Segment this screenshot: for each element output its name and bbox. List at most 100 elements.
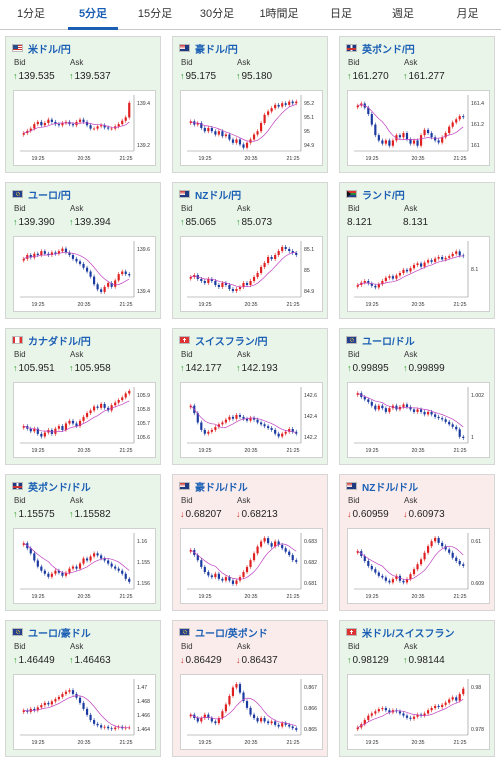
candle-body <box>238 139 242 145</box>
rate-card[interactable]: 豪ドル/ドル Bid Ask ↓0.68207 ↓0.68213 0.683 0.682 0.… <box>172 474 328 611</box>
candlestick-chart[interactable]: 95.2 95.1 95 94.9 19:25 20:35 21:25 <box>180 90 323 166</box>
y-tick-label: 1.47 <box>137 685 147 691</box>
candle-body <box>263 538 266 542</box>
bid-label: Bid <box>14 496 26 505</box>
candle-body <box>235 139 238 143</box>
rate-card[interactable]: ユーロ/英ポンド Bid Ask ↓0.86429 ↓0.86437 0.867 0.866… <box>172 620 328 757</box>
bid-value: 142.177 <box>185 363 222 374</box>
candle-body <box>277 104 280 107</box>
moving-average-line <box>190 252 297 288</box>
candlestick-chart[interactable]: 1.16 1.155 1.156 19:25 20:35 21:25 <box>13 528 156 604</box>
candle-body <box>437 257 440 259</box>
tab-7[interactable]: 週足 <box>392 8 414 20</box>
candle-body <box>430 260 433 262</box>
currency-pair-link[interactable]: ユーロ/円 <box>28 190 71 202</box>
candle-body <box>377 709 380 712</box>
candlestick-chart[interactable]: 85.1 85 84.9 19:25 20:35 21:25 <box>180 236 323 312</box>
rate-card[interactable]: 米ドル/円 Bid Ask ↑139.535 ↑139.537 139.4 139.2 19:… <box>5 36 161 173</box>
currency-pair-link[interactable]: NZドル/ドル <box>362 482 419 494</box>
candle-body <box>36 560 39 567</box>
candle-body <box>430 133 433 138</box>
y-tick-label: 1.16 <box>137 539 147 545</box>
tab-4[interactable]: 30分足 <box>199 8 235 20</box>
currency-pair-link[interactable]: ユーロ/ドル <box>362 336 415 348</box>
candle-body <box>281 544 284 549</box>
arrow-up-icon: ↑ <box>347 71 352 81</box>
candlestick-chart[interactable]: 161.4 161.2 161 19:25 20:35 21:25 <box>347 90 490 166</box>
y-tick-label: 142.2 <box>304 435 317 441</box>
tab-3[interactable]: 15分足 <box>137 8 173 20</box>
candlestick-chart[interactable]: 142.6 142.4 142.2 19:25 20:35 21:25 <box>180 382 323 458</box>
rate-card[interactable]: 米ドル/スイスフラン Bid Ask ↑0.98129 ↑0.98144 0.98 0.97… <box>339 620 495 757</box>
rate-card[interactable]: ユーロ/円 Bid Ask ↑139.390 ↑139.394 139.6 139.4 19:… <box>5 182 161 319</box>
candle-body <box>54 252 57 254</box>
candle-body <box>245 418 249 421</box>
candlestick-chart[interactable]: 8.1 19:25 20:35 21:25 <box>347 236 490 312</box>
currency-pair-link[interactable]: ランド/円 <box>362 190 405 202</box>
rate-card[interactable]: カナダドル/円 Bid Ask ↑105.951 ↑105.958 105.9 105.8 1… <box>5 328 161 465</box>
candle-body <box>228 695 231 705</box>
candle-body <box>68 690 71 692</box>
tab-8[interactable]: 月足 <box>456 8 479 20</box>
arrow-down-icon: ↓ <box>180 509 185 519</box>
y-tick-label: 105.7 <box>137 421 150 427</box>
currency-pair-link[interactable]: 豪ドル/円 <box>195 44 238 56</box>
x-tick-label: 19:25 <box>366 594 379 600</box>
tab-6[interactable]: 日足 <box>330 8 352 20</box>
currency-pair-link[interactable]: カナダドル/円 <box>28 336 91 348</box>
ask-value: 0.86437 <box>241 655 278 666</box>
rate-card[interactable]: 英ポンド/ドル Bid Ask ↑1.15575 ↑1.15582 1.16 1.155 1.… <box>5 474 161 611</box>
currency-pair-link[interactable]: 英ポンド/ドル <box>28 482 91 494</box>
rate-card[interactable]: NZドル/円 Bid Ask ↑85.065 ↑85.073 85.1 85 84.9 19:2… <box>172 182 328 319</box>
currency-pair-link[interactable]: ユーロ/英ポンド <box>195 628 268 640</box>
currency-pair-link[interactable]: 米ドル/円 <box>28 44 71 56</box>
rate-card[interactable]: NZドル/ドル Bid Ask ↓0.60959 ↓0.60973 0.61 0.609 19… <box>339 474 495 611</box>
currency-pair-link[interactable]: NZドル/円 <box>195 190 242 202</box>
candle-body <box>82 558 85 564</box>
arrow-up-icon: ↑ <box>403 655 408 665</box>
currency-pair-link[interactable]: 豪ドル/ドル <box>195 482 248 494</box>
candlestick-chart[interactable]: 139.6 139.4 19:25 20:35 21:25 <box>13 236 156 312</box>
candlestick-chart[interactable]: 139.4 139.2 19:25 20:35 21:25 <box>13 90 156 166</box>
candlestick-chart[interactable]: 105.9 105.8 105.7 105.6 19:25 20:35 21:25 <box>13 382 156 458</box>
candlestick-chart[interactable]: 0.867 0.866 0.865 19:25 20:35 21:25 <box>180 674 323 750</box>
candlestick-chart[interactable]: 0.98 0.978 19:25 20:35 21:25 <box>347 674 490 750</box>
currency-pair-link[interactable]: 米ドル/スイスフラン <box>362 628 455 640</box>
y-tick-label: 139.4 <box>137 101 150 107</box>
ask-rate: 8.131 <box>403 217 428 228</box>
candle-body <box>54 570 57 574</box>
candle-body <box>92 720 96 724</box>
candle-body <box>89 714 92 721</box>
rate-card[interactable]: 豪ドル/円 Bid Ask ↑95.175 ↑95.180 95.2 95.1 95 94.9 1… <box>172 36 328 173</box>
candle-body <box>238 287 242 289</box>
y-tick-label: 1.002 <box>471 393 484 399</box>
rate-card[interactable]: ユーロ/ドル Bid Ask ↑0.99895 ↑0.99899 1.002 1 19:25 2… <box>339 328 495 465</box>
tab-2[interactable]: 5分足 <box>62 0 124 30</box>
candlestick-chart[interactable]: 0.683 0.682 0.681 19:25 20:35 21:25 <box>180 528 323 604</box>
currency-pair-link[interactable]: ユーロ/豪ドル <box>28 628 91 640</box>
tab-5[interactable]: 1時間足 <box>259 8 299 20</box>
candle-body <box>71 566 75 569</box>
rate-card[interactable]: スイスフラン/円 Bid Ask ↑142.177 ↑142.193 142.6 142.4… <box>172 328 328 465</box>
bid-value: 1.15575 <box>18 509 55 520</box>
y-tick-label: 0.682 <box>304 560 317 566</box>
rate-card[interactable]: ランド/円 Bid Ask 8.121 8.131 8.1 19:25 20:35 21:25 <box>339 182 495 319</box>
candlestick-chart[interactable]: 1.002 1 19:25 20:35 21:25 <box>347 382 490 458</box>
candle-body <box>203 429 206 434</box>
x-tick-label: 19:25 <box>366 740 379 746</box>
candlestick-chart[interactable]: 1.47 1.468 1.466 1.464 19:25 20:35 21:25 <box>13 674 156 750</box>
candlestick-chart[interactable]: 0.61 0.609 19:25 20:35 21:25 <box>347 528 490 604</box>
moving-average-line <box>23 695 130 729</box>
rate-card[interactable]: ユーロ/豪ドル Bid Ask ↑1.46449 ↑1.46463 1.47 1.468 1.… <box>5 620 161 757</box>
rate-card[interactable]: 英ポンド/円 Bid Ask ↑161.270 ↑161.277 161.4 161.2 16… <box>339 36 495 173</box>
candle-body <box>412 716 416 719</box>
candle-body <box>68 568 71 573</box>
candle-body <box>238 415 242 417</box>
arrow-up-icon: ↑ <box>347 655 352 665</box>
tab-1[interactable]: 1分足 <box>16 8 46 20</box>
currency-pair-link[interactable]: 英ポンド/円 <box>362 44 415 56</box>
candle-body <box>54 121 57 125</box>
candle-body <box>117 568 120 571</box>
ask-rate: ↓0.68213 <box>236 509 278 520</box>
currency-pair-link[interactable]: スイスフラン/円 <box>195 336 268 348</box>
